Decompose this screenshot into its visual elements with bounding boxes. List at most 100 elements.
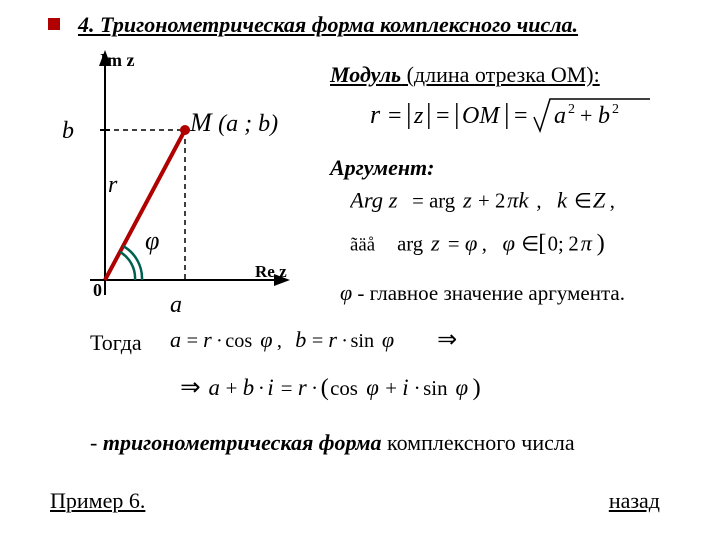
point-m-label: M (a ; b) <box>190 108 278 138</box>
svg-text:=: = <box>514 103 528 129</box>
svg-text:⇒: ⇒ <box>180 374 201 401</box>
svg-text:a: a <box>209 375 220 400</box>
svg-text:cos: cos <box>225 330 252 352</box>
phi-main-text: - главное значение аргумента. <box>352 281 625 305</box>
svg-text:·: · <box>414 376 421 400</box>
svg-text:i: i <box>402 375 408 400</box>
svg-text:=: = <box>312 330 323 352</box>
svg-text:): ) <box>597 230 605 257</box>
svg-text:π: π <box>581 231 593 256</box>
phi-symbol: φ <box>340 280 352 305</box>
svg-text:=: = <box>448 234 460 256</box>
svg-text:,: , <box>610 191 615 213</box>
svg-text:=: = <box>388 103 402 129</box>
im-axis-label: Im z <box>100 50 135 71</box>
svg-text:·: · <box>341 330 348 352</box>
svg-text:|: | <box>504 99 510 130</box>
svg-text:ãäå: ãäå <box>350 235 376 256</box>
argument-label: Аргумент: <box>330 155 435 181</box>
svg-text:r: r <box>298 375 307 400</box>
svg-text:,: , <box>277 330 282 352</box>
modulus-label: Модуль (длина отрезка ОМ): <box>330 62 600 88</box>
modulus-word: Модуль <box>330 62 401 87</box>
svg-text:): ) <box>473 374 481 401</box>
svg-text:2: 2 <box>495 191 505 213</box>
svg-text:2: 2 <box>568 102 575 117</box>
svg-text:φ: φ <box>382 327 394 352</box>
m-coords: (a ; b) <box>218 111 278 137</box>
svg-text:r: r <box>203 327 212 352</box>
trig-form-formula: ⇒ a + b · i = r · ( cos φ + i · sin φ ) <box>180 372 560 406</box>
svg-text:Z: Z <box>593 188 606 213</box>
svg-text:b: b <box>243 375 254 400</box>
svg-text:=: = <box>281 376 293 400</box>
svg-text:Arg z: Arg z <box>350 188 398 213</box>
r-label: r <box>108 172 117 199</box>
svg-text:|: | <box>406 99 412 130</box>
svg-text:·: · <box>311 376 318 400</box>
modulus-rest: (длина отрезка ОМ): <box>401 62 600 87</box>
re-axis-label: Re z <box>255 262 287 282</box>
trig-form-ital: тригонометрическая форма <box>103 430 382 455</box>
svg-text:+: + <box>580 103 592 128</box>
svg-text:φ: φ <box>455 375 468 400</box>
svg-text:=: = <box>187 330 198 352</box>
svg-text:OM: OM <box>462 103 501 129</box>
svg-text:r: r <box>370 100 381 129</box>
svg-text:arg: arg <box>397 234 423 256</box>
then-formula: a = r · cos φ , b = r · sin φ ⇒ <box>170 325 520 358</box>
svg-text:=: = <box>412 191 424 213</box>
phi-label: φ <box>145 226 159 256</box>
svg-text:[: [ <box>538 230 546 257</box>
svg-text:k: k <box>557 188 568 213</box>
svg-text:|: | <box>454 99 460 130</box>
example-link[interactable]: Пример 6. <box>50 488 145 514</box>
svg-text:,: , <box>482 234 487 256</box>
svg-text:sin: sin <box>423 376 448 400</box>
phi-main-value: φ - главное значение аргумента. <box>340 280 625 306</box>
svg-text:z: z <box>430 231 440 256</box>
svg-text:|: | <box>426 99 432 130</box>
svg-text:+: + <box>478 191 490 213</box>
m-letter: M <box>190 108 212 137</box>
svg-text:i: i <box>267 375 273 400</box>
svg-text:cos: cos <box>330 376 358 400</box>
svg-text:r: r <box>328 327 337 352</box>
svg-text:(: ( <box>321 374 329 401</box>
dash: - <box>90 430 103 455</box>
svg-text:φ: φ <box>502 231 515 256</box>
svg-text:0;: 0; <box>548 234 564 256</box>
svg-text:2: 2 <box>568 234 578 256</box>
svg-text:⇒: ⇒ <box>437 327 457 353</box>
svg-text:·: · <box>258 376 265 400</box>
origin-label: 0 <box>93 280 102 301</box>
svg-text:∈: ∈ <box>574 191 592 213</box>
svg-text:·: · <box>216 330 223 352</box>
section-title: 4. Тригонометрическая форма комплексного… <box>78 12 578 38</box>
trig-form-rest: комплексного числа <box>382 430 575 455</box>
a-label: a <box>170 292 182 319</box>
svg-text:z: z <box>462 188 472 213</box>
svg-text:arg: arg <box>429 191 455 213</box>
svg-text:+: + <box>385 376 397 400</box>
svg-text:πk: πk <box>507 188 529 213</box>
svg-text:sin: sin <box>351 330 375 352</box>
svg-text:φ: φ <box>260 327 272 352</box>
back-link[interactable]: назад <box>609 488 660 514</box>
svg-text:φ: φ <box>465 231 478 256</box>
svg-text:b: b <box>598 103 610 129</box>
b-label: b <box>62 118 74 145</box>
argument-formula-2: ãäå arg z = φ , φ ∈ [ 0; 2 π ) <box>350 228 670 262</box>
svg-text:z: z <box>413 103 424 129</box>
argument-formula-1: Arg z = arg z + 2 πk , k ∈ Z , <box>350 185 670 219</box>
bullet-icon <box>48 18 60 30</box>
then-label: Тогда <box>90 330 142 356</box>
svg-text:a: a <box>170 327 181 352</box>
svg-text:∈: ∈ <box>521 234 539 256</box>
svg-text:2: 2 <box>612 102 619 117</box>
svg-text:,: , <box>536 191 541 213</box>
svg-text:b: b <box>295 327 306 352</box>
svg-text:=: = <box>436 103 450 129</box>
svg-text:φ: φ <box>366 375 379 400</box>
svg-text:+: + <box>226 376 238 400</box>
